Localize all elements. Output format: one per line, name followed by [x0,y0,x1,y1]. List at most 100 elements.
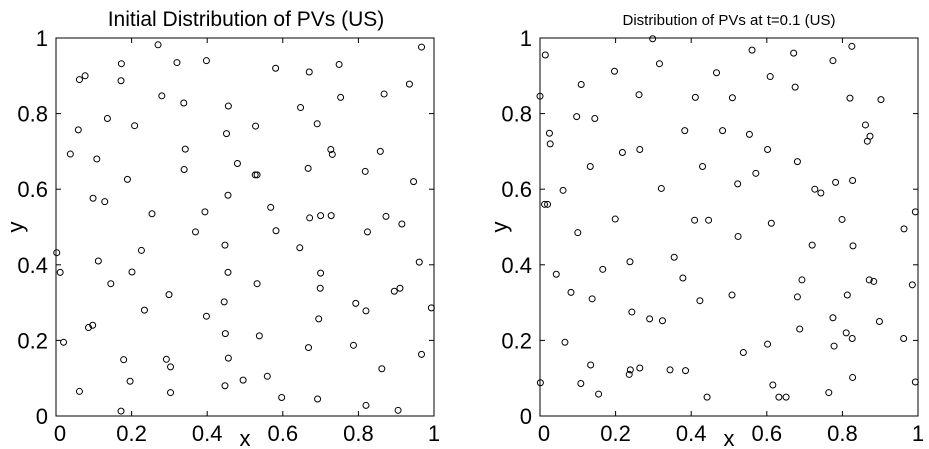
right-scatter-point [766,73,774,81]
right-scatter-point [591,115,599,123]
right-scatter-point [817,189,825,197]
left-scatter-point [117,60,125,68]
left-y-tick-label: 0 [36,404,48,429]
right-scatter-point [559,186,567,194]
right-scatter-point [728,291,736,299]
right-scatter-point [658,317,666,325]
left-scatter-point [380,90,388,98]
right-scatter-point [703,393,711,401]
right-plot-frame [539,37,919,417]
left-scatter-point [272,227,280,235]
left-scatter-point [427,304,435,312]
right-scatter-point [657,184,665,192]
right-scatter-point [713,69,721,77]
right-scatter-point [877,96,885,104]
left-scatter-point [267,203,275,211]
right-scatter-point [561,338,569,346]
right-points [536,35,919,401]
right-scatter-point [843,291,851,299]
left-scatter-point [313,120,321,128]
left-scatter-point [224,191,232,199]
right-scatter-point [908,281,916,289]
right-scatter-point [752,169,760,177]
right-y-tick-label: 0.8 [501,102,532,127]
right-y-tick-label: 1 [520,26,532,51]
left-y-tick-label: 0.4 [17,253,48,278]
left-scatter-point [167,389,175,397]
left-scatter-panel: Initial Distribution of PVs (US) 0 0.2 0.4… [3,8,440,449]
right-scatter-point [861,121,869,129]
left-x-ticks: 0 0.2 0.4 0.6 0.8 1 [54,38,440,446]
right-scatter-point [679,274,687,282]
right-scatter-point [838,215,846,223]
right-scatter-point [649,35,657,43]
left-x-tick-label: 1 [428,421,440,446]
left-scatter-point [306,214,314,222]
left-plot-frame [55,37,435,417]
left-scatter-point [297,104,305,112]
left-scatter-point [394,406,402,414]
left-scatter-point [181,145,189,153]
right-scatter-point [825,389,833,397]
left-scatter-point [405,80,413,88]
right-scatter-point [875,318,883,325]
left-scatter-point [66,150,74,158]
right-scatter-point [646,315,654,323]
right-scatter-point [536,379,544,387]
left-scatter-point [349,341,357,349]
right-scatter-point [635,91,643,99]
left-x-tick-label: 0.4 [192,421,223,446]
right-scatter-point [628,308,636,316]
left-scatter-point [317,212,325,220]
right-scatter-point [811,185,819,193]
left-scatter-point [398,220,406,228]
right-scatter-point [830,342,838,350]
right-x-tick-label: 0 [538,421,550,446]
left-scatter-point [352,299,360,307]
right-scatter-point [829,57,837,65]
left-scatter-point [327,146,335,154]
left-scatter-point [221,241,229,249]
left-scatter-point [361,167,369,175]
right-scatter-point [681,127,689,135]
right-scatter-point [577,80,585,88]
right-scatter-point [848,42,856,50]
right-scatter-point [666,366,674,374]
left-scatter-point [74,126,82,134]
left-scatter-point [81,72,89,80]
left-scatter-point [252,122,260,130]
left-scatter-point [362,307,370,315]
right-scatter-point [848,335,856,343]
right-scatter-point [870,277,878,285]
right-scatter-point [865,276,873,284]
left-scatter-point [296,244,304,252]
right-x-tick-label: 0.2 [600,421,631,446]
left-scatter-point [314,395,322,403]
right-x-tick-label: 0.4 [676,421,707,446]
left-scatter-point [75,387,83,395]
left-scatter-point [126,377,134,385]
left-scatter-point [390,287,398,295]
right-scatter-point [796,325,804,333]
left-scatter-point [263,372,271,380]
left-scatter-point [418,350,426,358]
left-scatter-point [255,332,263,340]
right-scatter-point [626,258,634,266]
left-y-axis-label: y [3,222,28,233]
right-scatter-point [573,113,581,121]
left-scatter-point [328,150,336,158]
left-x-tick-label: 0.6 [268,421,299,446]
left-scatter-point [222,130,230,138]
left-scatter-point [251,171,259,179]
left-y-ticks: 0 0.2 0.4 0.6 0.8 1 [17,26,434,429]
right-scatter-point [705,216,713,224]
left-scatter-point [158,92,166,100]
left-scatter-point [167,363,175,371]
right-scatter-point [790,49,798,57]
left-scatter-point [85,324,93,332]
right-scatter-point [764,340,772,348]
right-scatter-point [734,232,742,240]
left-y-tick-label: 0.8 [17,102,48,127]
left-scatter-point [221,382,229,390]
